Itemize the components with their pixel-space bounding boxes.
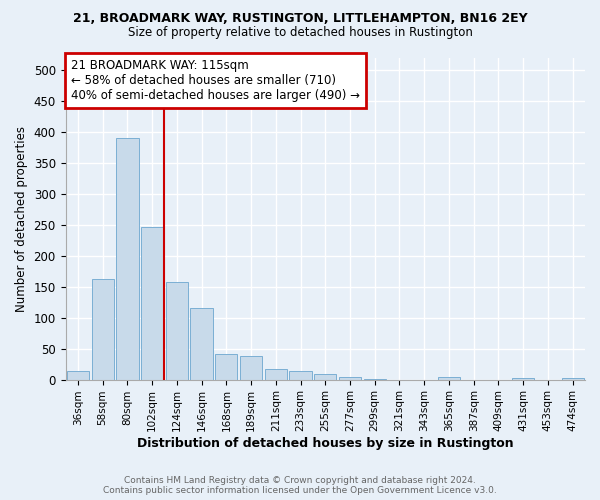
Bar xyxy=(190,308,213,380)
Text: Size of property relative to detached houses in Rustington: Size of property relative to detached ho… xyxy=(128,26,472,39)
Text: 21, BROADMARK WAY, RUSTINGTON, LITTLEHAMPTON, BN16 2EY: 21, BROADMARK WAY, RUSTINGTON, LITTLEHAM… xyxy=(73,12,527,26)
Bar xyxy=(562,378,584,380)
Bar xyxy=(240,356,262,380)
Bar xyxy=(289,371,311,380)
Bar xyxy=(438,377,460,380)
Bar xyxy=(92,278,114,380)
Bar xyxy=(116,138,139,380)
Bar xyxy=(265,369,287,380)
Text: Contains HM Land Registry data © Crown copyright and database right 2024.
Contai: Contains HM Land Registry data © Crown c… xyxy=(103,476,497,495)
Bar xyxy=(364,379,386,380)
Bar xyxy=(166,282,188,380)
X-axis label: Distribution of detached houses by size in Rustington: Distribution of detached houses by size … xyxy=(137,437,514,450)
Bar xyxy=(339,376,361,380)
Bar xyxy=(512,378,534,380)
Y-axis label: Number of detached properties: Number of detached properties xyxy=(15,126,28,312)
Text: 21 BROADMARK WAY: 115sqm
← 58% of detached houses are smaller (710)
40% of semi-: 21 BROADMARK WAY: 115sqm ← 58% of detach… xyxy=(71,59,360,102)
Bar xyxy=(67,371,89,380)
Bar xyxy=(141,226,163,380)
Bar xyxy=(215,354,238,380)
Bar xyxy=(314,374,337,380)
